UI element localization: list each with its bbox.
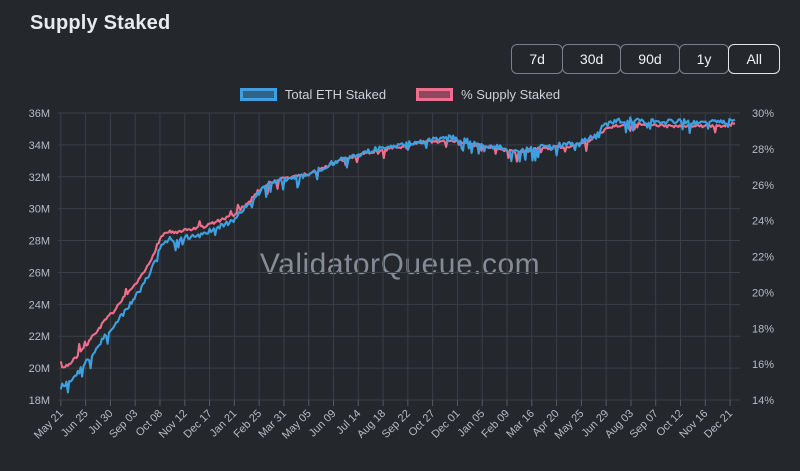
- svg-text:34M: 34M: [29, 140, 50, 152]
- range-button-all[interactable]: All: [728, 44, 780, 75]
- svg-text:14%: 14%: [752, 395, 774, 407]
- svg-text:22%: 22%: [752, 252, 774, 264]
- svg-text:Mar 16: Mar 16: [504, 408, 537, 441]
- legend-label: Total ETH Staked: [284, 87, 387, 102]
- svg-text:36M: 36M: [29, 108, 50, 120]
- svg-text:20%: 20%: [752, 287, 774, 299]
- svg-text:May 21: May 21: [32, 408, 66, 442]
- time-range-group: 7d 30d 90d 1y All: [511, 44, 780, 75]
- legend-item-total-eth-staked[interactable]: Total ETH Staked: [239, 87, 387, 102]
- svg-text:20M: 20M: [29, 363, 50, 375]
- svg-text:28%: 28%: [752, 144, 774, 156]
- legend-label: % Supply Staked: [461, 87, 561, 102]
- svg-text:Sep 07: Sep 07: [628, 408, 661, 441]
- svg-text:32M: 32M: [29, 172, 50, 184]
- svg-text:30%: 30%: [752, 108, 774, 120]
- svg-text:22M: 22M: [29, 331, 50, 343]
- svg-text:Sep 22: Sep 22: [380, 408, 413, 441]
- svg-text:Sep 03: Sep 03: [107, 408, 140, 441]
- svg-text:18%: 18%: [752, 323, 774, 335]
- chart-legend: Total ETH Staked % Supply Staked: [0, 87, 800, 102]
- svg-text:24%: 24%: [752, 216, 774, 228]
- svg-text:Dec 17: Dec 17: [182, 408, 215, 441]
- svg-text:28M: 28M: [29, 236, 50, 248]
- svg-text:30M: 30M: [29, 204, 50, 216]
- svg-text:Jun 25: Jun 25: [59, 408, 91, 440]
- svg-text:Dec 21: Dec 21: [702, 408, 735, 441]
- svg-text:Dec 01: Dec 01: [429, 408, 462, 441]
- svg-text:18M: 18M: [29, 395, 50, 407]
- svg-text:26M: 26M: [29, 267, 50, 279]
- pink-series-swatch-icon: [416, 88, 454, 101]
- svg-text:16%: 16%: [752, 359, 774, 371]
- svg-text:Jun 09: Jun 09: [307, 408, 339, 440]
- page-title: Supply Staked: [30, 12, 171, 34]
- svg-text:26%: 26%: [752, 180, 774, 192]
- legend-item-percent-supply-staked[interactable]: % Supply Staked: [416, 87, 560, 102]
- blue-series-swatch-icon: [239, 88, 277, 101]
- svg-text:24M: 24M: [29, 299, 50, 311]
